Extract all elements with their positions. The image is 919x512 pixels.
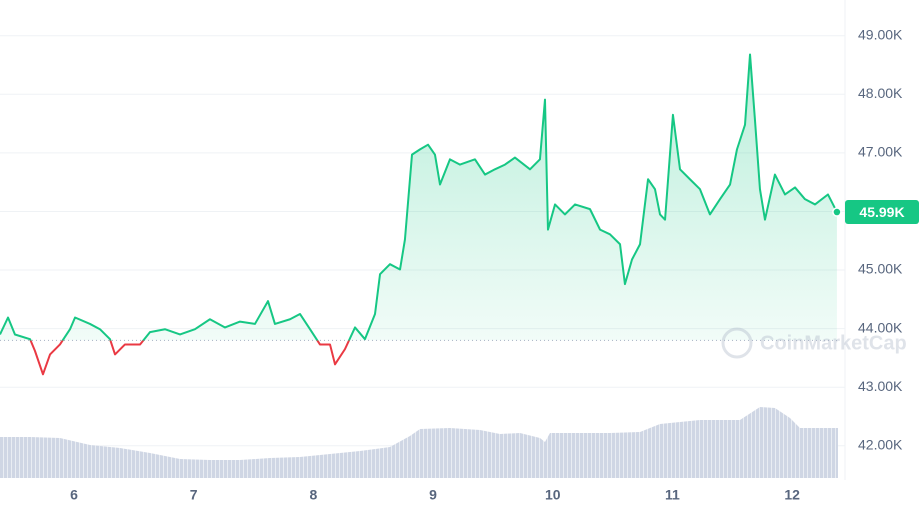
y-tick-label: 47.00K [858, 144, 903, 160]
watermark: CoinMarketCap [721, 327, 907, 359]
x-tick-label: 6 [70, 487, 78, 503]
price-badge-label: 45.99K [859, 204, 904, 220]
x-tick-label: 11 [665, 487, 680, 503]
x-tick-label: 8 [309, 487, 317, 503]
watermark-logo [721, 327, 753, 359]
last-point [832, 207, 842, 217]
y-tick-label: 42.00K [858, 436, 903, 452]
y-tick-label: 43.00K [858, 378, 903, 394]
y-tick-label: 44.00K [858, 319, 903, 335]
y-tick-label: 48.00K [858, 85, 903, 101]
x-tick-label: 9 [429, 487, 437, 503]
watermark-text: CoinMarketCap [760, 332, 907, 354]
y-tick-label: 45.00K [858, 261, 903, 277]
price-line [0, 53, 838, 376]
x-tick-label: 12 [784, 487, 800, 503]
price-area [0, 54, 837, 341]
x-tick-label: 7 [190, 487, 198, 503]
y-tick-label: 49.00K [858, 26, 903, 42]
price-badge [845, 200, 919, 225]
x-tick-label: 10 [545, 487, 561, 503]
volume-area [0, 407, 838, 478]
plot [0, 53, 842, 478]
